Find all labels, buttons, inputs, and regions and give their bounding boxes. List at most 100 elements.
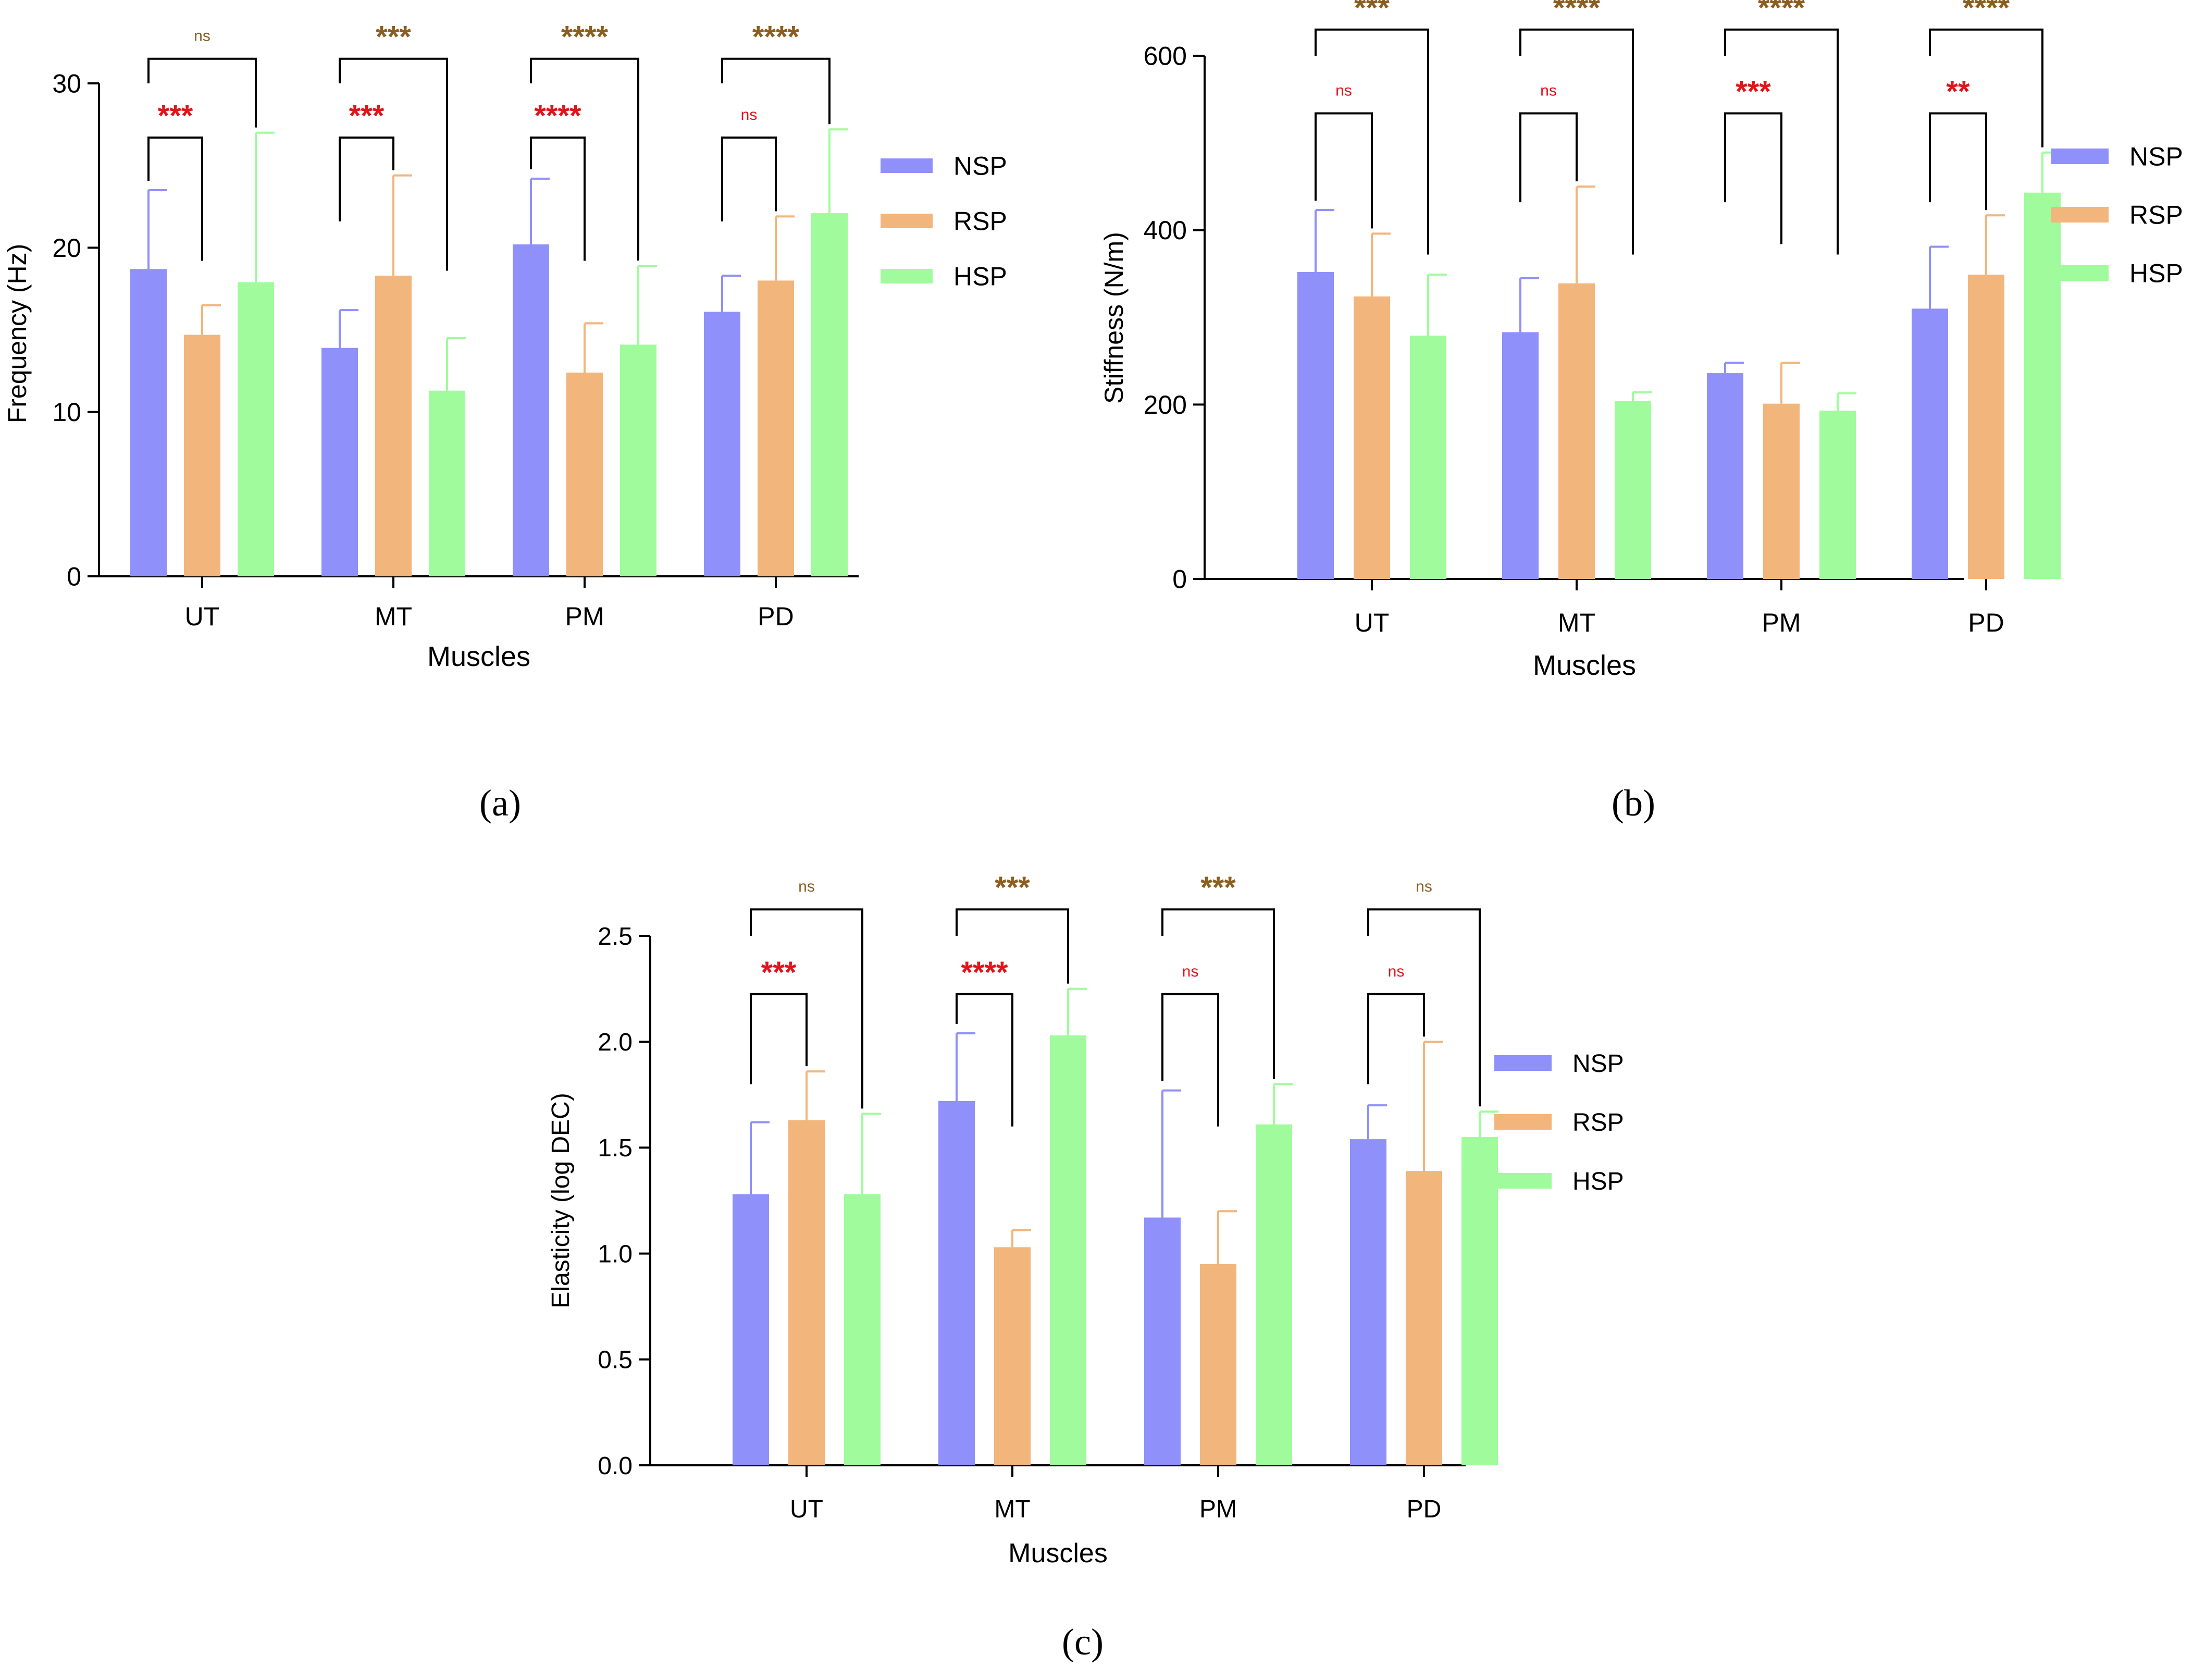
x-tick-label-pm: PM [565,602,604,631]
bar-rsp-pd [1406,1171,1442,1465]
panel-label: (b) [1612,782,1655,824]
significance-label: *** [1354,0,1390,25]
significance-label: *** [376,20,411,54]
significance-label: *** [1736,75,1771,108]
legend-swatch-hsp [881,269,933,283]
x-tick-label-ut: UT [185,602,220,631]
y-tick-label: 2.5 [598,923,633,950]
significance-label: **** [561,20,609,54]
bar-nsp-mt [938,1101,975,1465]
bar-nsp-ut [130,269,167,576]
bar-hsp-pm [620,344,656,576]
bar-hsp-pm [1256,1124,1292,1465]
bar-nsp-mt [1502,332,1539,579]
y-tick-label: 1.0 [598,1240,633,1268]
chart-panel-a: 0 10 20 30 UT *** ns MT *** *** PM **** **** PD ns ****… [3,20,1007,824]
legend-label-nsp: NSP [1572,1050,1624,1078]
y-tick-label: 600 [1144,42,1187,71]
significance-bracket [721,57,831,125]
bar-rsp-pm [566,372,603,576]
significance-bracket [1519,112,1578,203]
significance-label: ns [1388,963,1405,980]
panel-label: (a) [479,782,521,824]
legend-swatch-rsp [881,214,933,228]
significance-label: ** [1946,75,1970,108]
significance-label: *** [349,99,385,133]
panel-label: (c) [1062,1621,1104,1663]
bar-rsp-pd [1968,275,2004,579]
significance-label: *** [158,99,193,133]
legend-label-hsp: HSP [1572,1168,1624,1195]
bar-hsp-mt [1615,401,1651,579]
bar-nsp-pd [704,312,740,576]
bar-nsp-pm [513,244,549,576]
bar-nsp-ut [1297,271,1334,579]
significance-label: **** [961,956,1008,990]
y-axis-title: Elasticity (log DEC) [547,1093,575,1308]
x-axis-title: Muscles [1008,1538,1108,1568]
x-tick-label-pd: PD [758,602,794,631]
bar-hsp-mt [1050,1035,1086,1465]
legend-swatch-nsp [881,158,933,173]
significance-bracket [956,993,1013,1127]
legend-swatch-rsp [1494,1114,1552,1130]
x-axis-title: Muscles [427,641,530,672]
bar-nsp-pd [1350,1139,1386,1465]
legend-swatch-nsp [1494,1055,1552,1071]
bar-rsp-ut [788,1120,825,1465]
y-tick-label: 0 [67,562,81,591]
significance-label: ns [194,28,210,45]
bar-hsp-ut [238,282,274,576]
significance-bracket [750,993,808,1084]
legend-label-hsp: HSP [2129,259,2183,288]
bar-hsp-mt [429,390,465,576]
legend-label-nsp: NSP [2129,142,2183,171]
x-tick-label-pd: PD [1407,1496,1442,1523]
bar-rsp-ut [1354,296,1390,579]
bar-nsp-ut [733,1194,769,1465]
legend-label-nsp: NSP [953,152,1007,181]
y-tick-label: 1.5 [598,1134,633,1162]
significance-bracket [339,57,448,271]
x-tick-label-pd: PD [1968,608,2004,637]
significance-label: **** [1963,0,2010,25]
y-axis-title: Stiffness (N/m) [1099,232,1129,404]
y-tick-label: 400 [1144,216,1187,245]
bar-rsp-pm [1200,1264,1236,1465]
legend-label-rsp: RSP [953,207,1007,236]
bar-nsp-pd [1912,308,1948,579]
bar-hsp-ut [844,1194,881,1465]
x-tick-label-mt: MT [994,1496,1030,1523]
legend-swatch-nsp [2051,149,2109,164]
y-tick-label: 30 [52,69,81,98]
legend-swatch-hsp [2051,265,2109,281]
significance-bracket [1367,993,1425,1084]
bar-rsp-pd [758,280,794,576]
y-tick-label: 200 [1144,390,1187,419]
legend-label-rsp: RSP [2129,201,2183,230]
significance-bracket [530,57,639,261]
y-tick-label: 0.0 [598,1452,633,1480]
x-tick-label-pm: PM [1762,608,1801,637]
legend-label-rsp: RSP [1572,1109,1624,1137]
significance-bracket [1161,993,1219,1127]
significance-bracket [1315,112,1373,229]
bar-nsp-mt [321,348,358,576]
significance-bracket [1519,28,1634,255]
legend-swatch-hsp [1494,1173,1552,1189]
bar-hsp-pd [1461,1137,1498,1465]
x-tick-label-ut: UT [1355,608,1390,637]
y-tick-label: 0.5 [598,1347,633,1374]
significance-bracket [956,908,1069,984]
significance-bracket [1315,28,1429,255]
significance-bracket [721,137,777,221]
bar-rsp-mt [375,275,412,576]
legend-swatch-rsp [2051,207,2109,223]
significance-bracket [147,137,203,261]
legend-label-hsp: HSP [953,262,1007,291]
bar-nsp-pm [1707,373,1743,579]
significance-bracket [1929,112,1987,211]
bar-hsp-pd [811,213,848,576]
significance-bracket [1367,908,1481,1107]
significance-label: ns [798,878,815,895]
